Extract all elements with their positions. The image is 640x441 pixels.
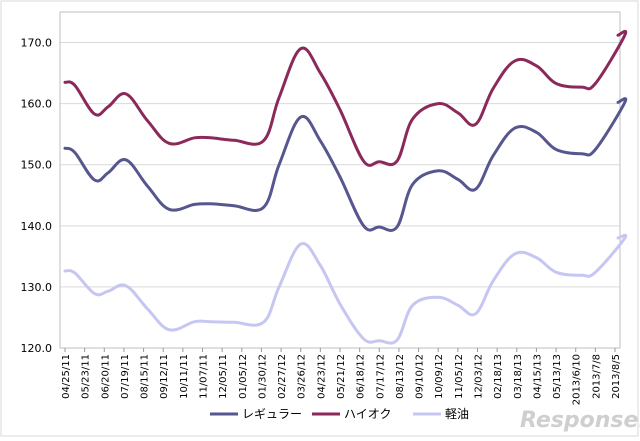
x-tick-label: 02/18/13: [493, 354, 504, 399]
x-tick-label: 01/05/12: [238, 354, 249, 399]
x-tick-label: 08/13/12: [395, 354, 406, 399]
legend-label: レギュラー: [242, 407, 302, 421]
series-lines: [63, 29, 628, 345]
y-tick-label: 150.0: [21, 159, 53, 172]
legend-label: ハイオク: [344, 407, 392, 421]
x-tick-label: 2013/6/10: [572, 354, 583, 405]
y-tick-label: 130.0: [21, 281, 53, 294]
x-tick-label: 10/09/12: [434, 354, 445, 399]
x-tick-label: 07/17/12: [375, 354, 386, 399]
y-tick-label: 160.0: [21, 98, 53, 111]
x-tick-label: 06/18/12: [356, 354, 367, 399]
x-tick-label: 06/20/11: [100, 354, 111, 399]
x-tick-label: 03/26/12: [297, 354, 308, 399]
axes: 120.0 130.0 140.0 150.0 160.0 170.0 04/25/11 05…: [21, 37, 623, 406]
x-tick-label: 05/23/11: [81, 354, 92, 399]
x-tick-label: 05/13/13: [552, 354, 563, 399]
legend-label: 軽油: [445, 407, 469, 421]
series-line-1: [63, 29, 628, 167]
x-tick-label: 2013/7/8: [591, 354, 602, 399]
x-tick-label: 03/18/13: [513, 354, 524, 399]
x-tick-label: 2013/8/5: [611, 354, 622, 399]
x-tick-label: 05/21/12: [336, 354, 347, 399]
series-line-2: [63, 233, 628, 345]
x-tick-label: 09/10/12: [415, 354, 426, 399]
x-tick-label: 09/12/11: [159, 354, 170, 399]
x-tick-label: 12/05/11: [218, 354, 229, 399]
x-tick-label: 01/30/12: [257, 354, 268, 399]
y-tick-label: 120.0: [21, 342, 53, 355]
x-tick-label: 11/05/12: [454, 354, 465, 399]
legend: レギュラー ハイオク 軽油: [210, 407, 469, 421]
response-watermark: Response.: [520, 408, 640, 433]
x-tick-label: 07/19/11: [120, 354, 131, 399]
x-tick-label: 12/03/12: [474, 354, 485, 399]
gridlines: [59, 11, 621, 349]
x-tick-label: 02/27/12: [277, 354, 288, 399]
x-tick-label: 08/15/11: [140, 354, 151, 399]
y-tick-label: 140.0: [21, 220, 53, 233]
x-tick-label: 04/15/13: [532, 354, 543, 399]
x-tick-label: 04/25/11: [61, 354, 72, 399]
x-tick-label: 10/11/11: [179, 354, 190, 399]
series-line-0: [63, 97, 628, 232]
x-tick-label: 04/23/12: [316, 354, 327, 399]
x-tick-label: 11/07/11: [199, 354, 210, 399]
y-tick-label: 170.0: [21, 37, 53, 50]
